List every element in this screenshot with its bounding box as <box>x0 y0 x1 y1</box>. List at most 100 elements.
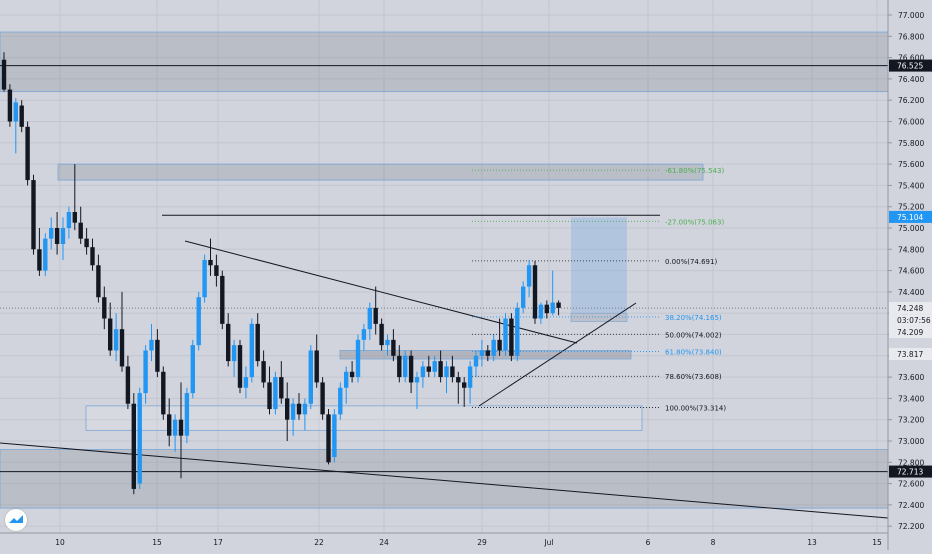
breakout-zone <box>339 350 632 360</box>
candle-body <box>467 366 473 388</box>
candle-body <box>31 180 36 250</box>
candle-body <box>521 286 526 308</box>
candle-body <box>261 361 266 383</box>
y-tick-label: 73.400 <box>898 394 924 403</box>
y-tick-label: 73.600 <box>898 373 924 382</box>
y-tick-label: 72.800 <box>898 458 924 467</box>
y-tick-label: 76.800 <box>898 32 924 41</box>
y-tick-label: 76.000 <box>898 118 924 127</box>
candle-body <box>143 350 148 394</box>
candle-body <box>243 377 249 388</box>
x-tick-label: 10 <box>55 538 65 547</box>
fib-level-label: 61.80%(73.840) <box>665 349 722 357</box>
candle-body <box>367 307 372 330</box>
candle-body <box>397 355 402 378</box>
candle-body <box>532 265 538 319</box>
candle-body <box>314 350 319 383</box>
candle-body <box>326 414 331 463</box>
y-tick-label: 75.400 <box>898 181 924 190</box>
candle-body <box>556 302 561 308</box>
price-label-box <box>889 210 932 223</box>
y-tick-label: 74.600 <box>898 267 924 276</box>
candle-body <box>391 339 396 356</box>
supply-zone-top <box>0 31 889 93</box>
candle-body <box>43 238 48 271</box>
candle-body <box>438 361 443 378</box>
y-tick-label: 72.200 <box>898 522 924 531</box>
y-tick-label: 73.200 <box>898 416 924 425</box>
candle-body <box>19 105 24 127</box>
candle-body <box>550 302 555 314</box>
logo-glyph <box>9 515 23 523</box>
x-tick-label: 15 <box>152 538 162 547</box>
candle-body <box>90 247 95 266</box>
candle-body <box>96 265 101 298</box>
price-label-box <box>889 347 932 360</box>
demand-zone-mid <box>85 405 643 431</box>
supply-zone-mid <box>57 163 704 181</box>
candle-body <box>66 212 72 228</box>
candle-body <box>131 403 136 489</box>
candle-body <box>491 339 496 356</box>
candle-body <box>202 259 207 298</box>
price-label: 75.104 <box>897 213 923 222</box>
tradingview-logo-icon[interactable] <box>5 509 27 531</box>
x-tick-label: 22 <box>314 538 324 547</box>
position-stop-zone <box>570 312 628 323</box>
candle-body <box>25 126 30 181</box>
candle-body <box>190 345 195 394</box>
x-tick-label: 6 <box>646 538 651 547</box>
candle-body <box>267 382 272 410</box>
candle-body <box>485 350 490 356</box>
candle-body <box>420 366 426 378</box>
candle-body <box>72 212 77 223</box>
x-tick-label: 29 <box>477 538 487 547</box>
candle-body <box>296 403 302 415</box>
candle-body <box>338 387 343 415</box>
y-tick-label: 73.000 <box>898 437 924 446</box>
y-tick-label: 76.600 <box>898 54 924 63</box>
fib-level-label: 38.20%(74.165) <box>665 314 722 322</box>
y-tick-label: 75.200 <box>898 203 924 212</box>
candle-body <box>344 371 349 388</box>
candle-body <box>444 366 449 378</box>
candle-body <box>167 414 172 436</box>
y-tick-label: 76.200 <box>898 96 924 105</box>
candle-body <box>349 371 355 378</box>
candle-body <box>249 323 254 378</box>
y-tick-label: 77.000 <box>898 11 924 20</box>
candle-body <box>432 361 437 372</box>
x-tick-label: 24 <box>379 538 389 547</box>
candle-body <box>78 222 83 239</box>
candle-body <box>332 414 337 457</box>
candle-body <box>149 339 154 351</box>
candle-body <box>526 265 532 287</box>
candle-body <box>178 419 184 436</box>
candle-body <box>450 366 455 378</box>
candle-body <box>285 398 290 420</box>
candle-body <box>119 329 125 367</box>
candle-body <box>320 382 325 415</box>
y-tick-label: 76.400 <box>898 75 924 84</box>
candle-body <box>255 323 260 362</box>
price-label-box <box>889 314 932 327</box>
demand-zone-bottom <box>0 449 889 509</box>
price-label: 03:07:56 <box>897 316 931 325</box>
candle-body <box>13 102 18 122</box>
price-label: 72.713 <box>897 468 923 477</box>
candle-body <box>456 377 461 383</box>
y-tick-label: 74.400 <box>898 288 924 297</box>
y-tick-label: 72.400 <box>898 501 924 510</box>
price-label-box <box>889 465 932 478</box>
candle-body <box>479 350 485 356</box>
fib-level-label: 50.00%(74.002) <box>665 331 722 339</box>
candle-body <box>84 238 89 248</box>
candle-body <box>184 393 190 436</box>
candle-body <box>403 355 408 378</box>
candle-body <box>172 419 178 436</box>
candle-body <box>290 403 296 420</box>
price-label-box <box>889 326 932 339</box>
candle-body <box>355 339 361 378</box>
